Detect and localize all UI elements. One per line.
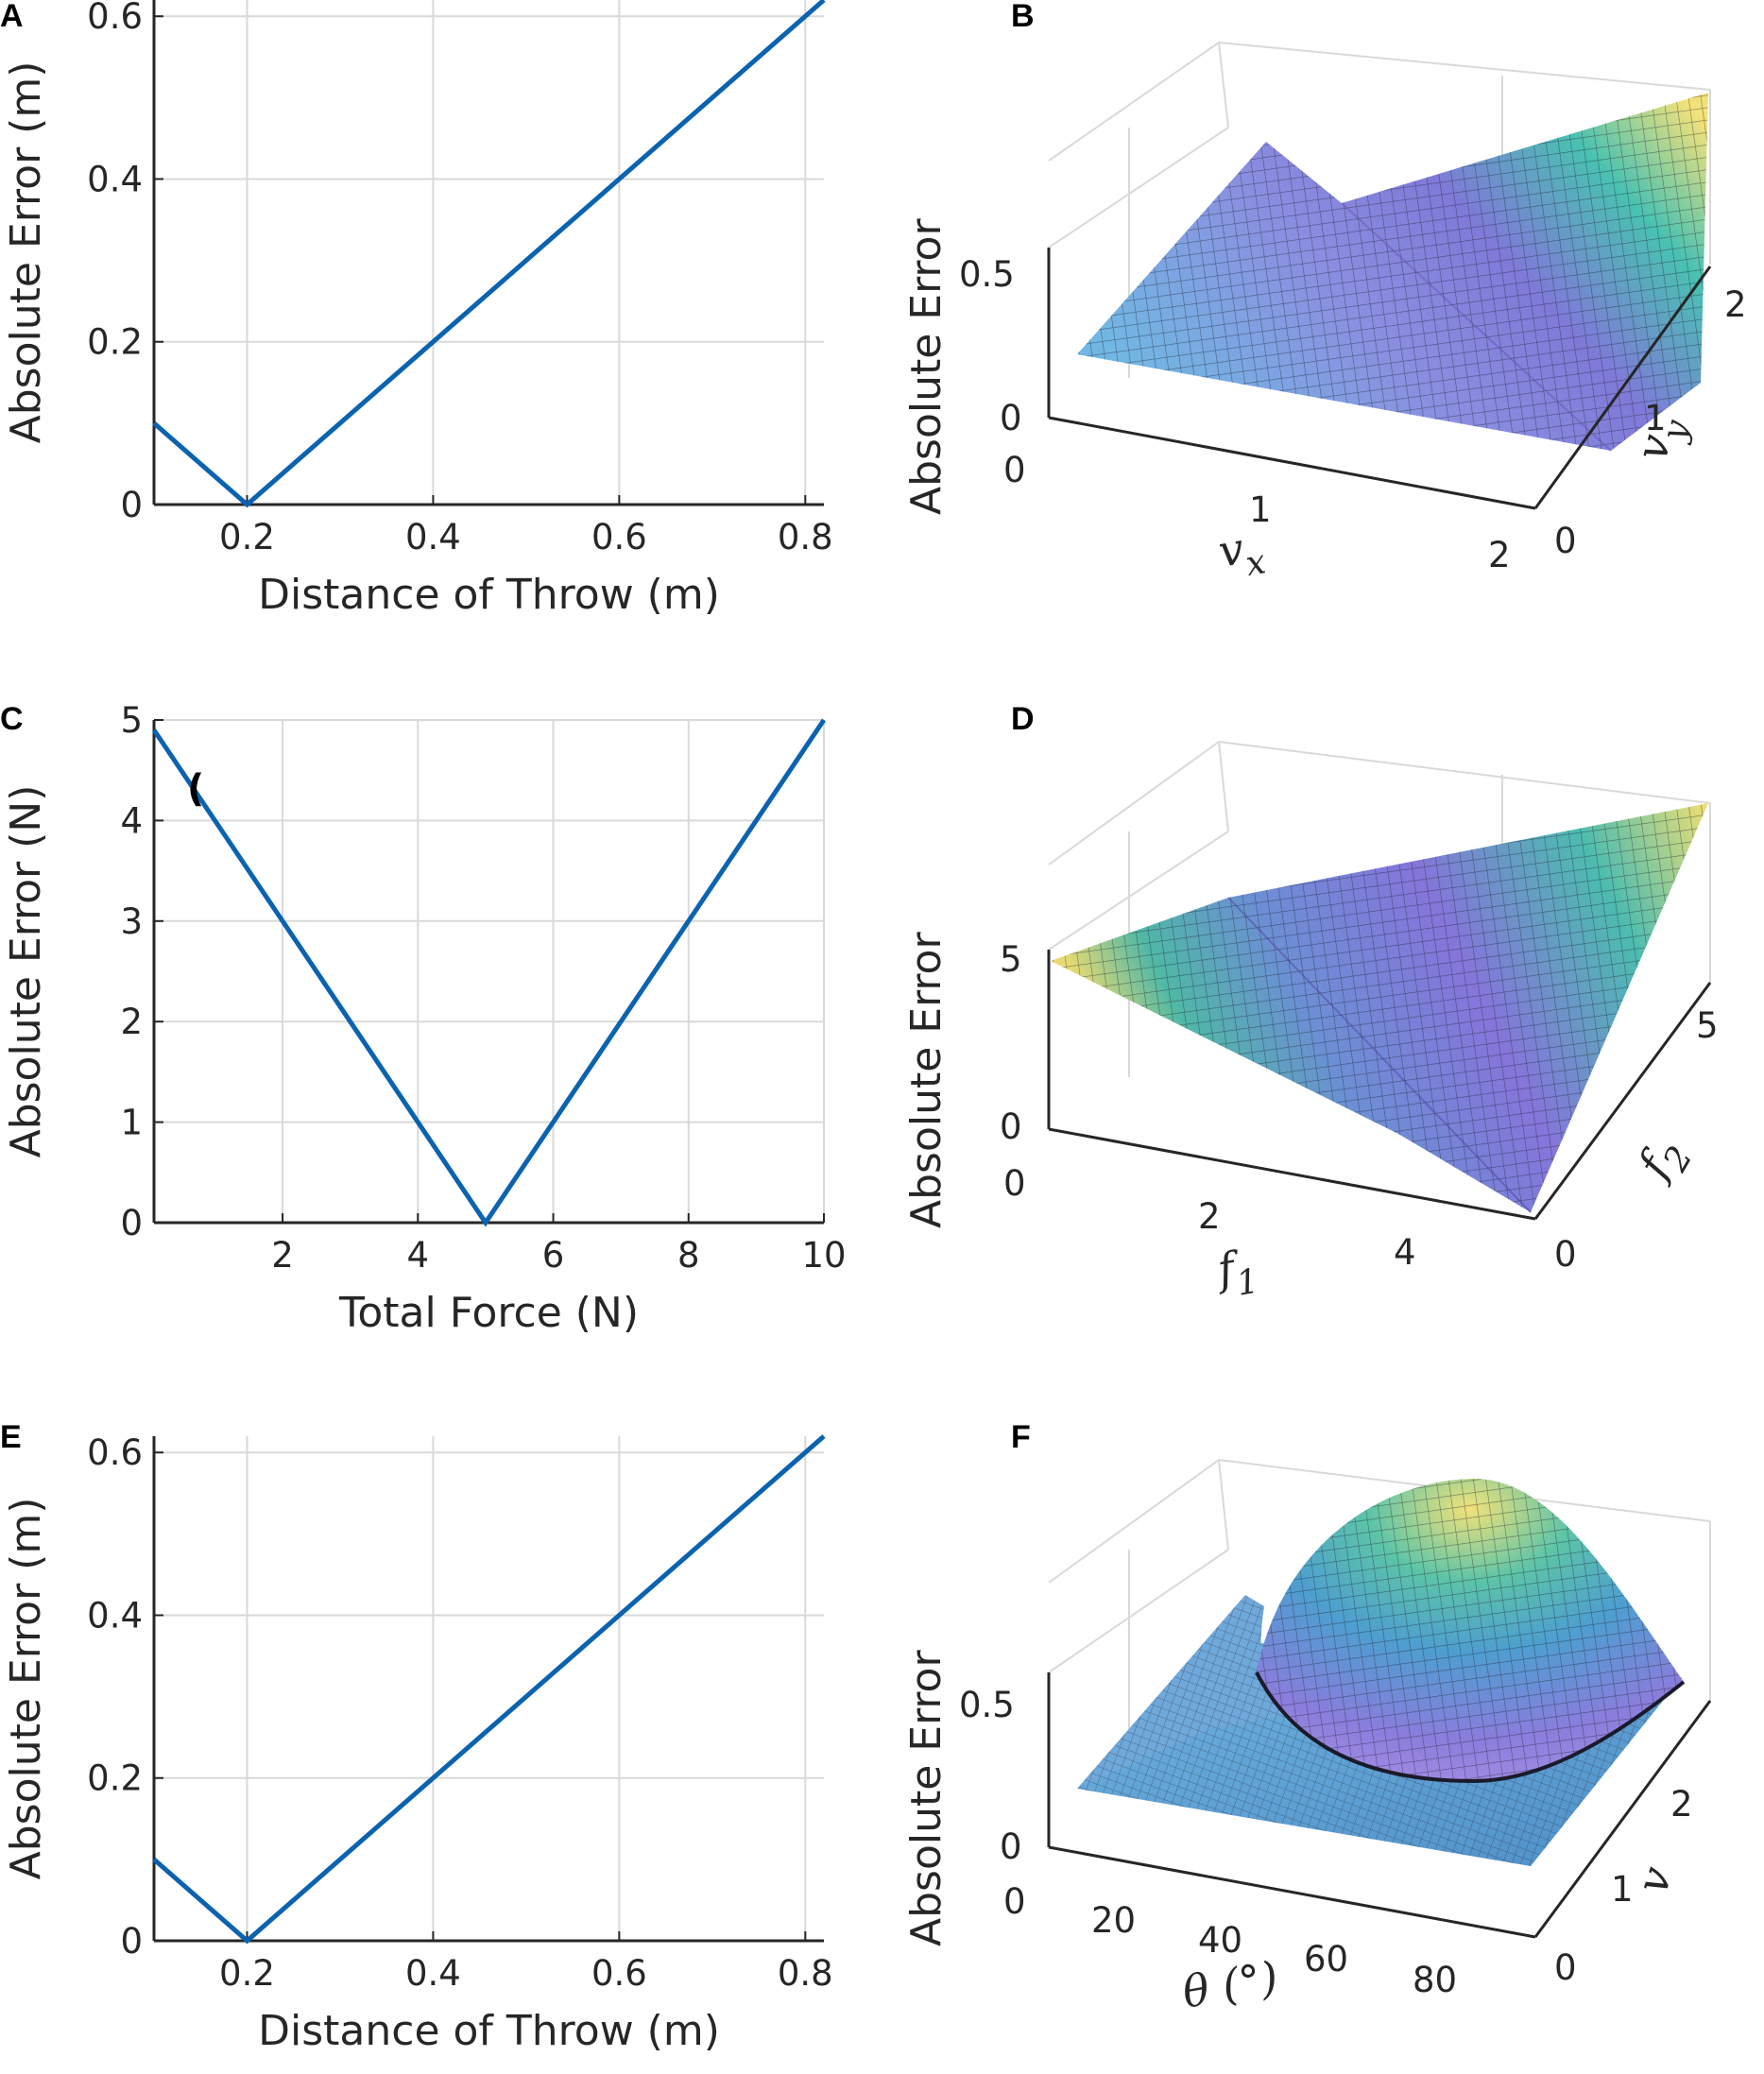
surface-dome-mesh-f — [1257, 1479, 1684, 1781]
zlabel-b: Absolute Error — [902, 218, 951, 515]
xtick-f-4: 80 — [1413, 1960, 1457, 2000]
xtick-label-a-2: 0.6 — [591, 517, 647, 557]
panel-letter-b: B — [1011, 0, 1035, 34]
ytick-label-c-5: 5 — [120, 700, 143, 741]
ylabel-f: v — [1626, 1860, 1682, 1899]
surface-mesh-d — [1051, 803, 1708, 1212]
ytick-label-e-2: 0.4 — [87, 1595, 143, 1636]
panel-letter-a: A — [0, 0, 24, 34]
ytick-label-c-1: 1 — [120, 1103, 143, 1143]
xtick-label-c-2: 6 — [542, 1235, 565, 1276]
axis-x-d — [1048, 1127, 1536, 1221]
series-line-e-0 — [152, 1434, 826, 1945]
xtick-label-a-3: 0.8 — [778, 517, 833, 557]
xtick-b-1: 1 — [1249, 489, 1272, 530]
chart-c: 2 4 6 8 10 0 1 2 3 4 5 Total Force (N) Absolute Erro… — [2, 700, 847, 1337]
ytick-label-e-1: 0.2 — [87, 1758, 143, 1799]
ytick-label-c-0: 0 — [120, 1203, 143, 1243]
xtick-label-e-2: 0.6 — [591, 1953, 647, 1994]
panel-letter-c: C — [0, 701, 24, 737]
surface-fold-d — [1227, 897, 1532, 1213]
xtick-label-a-0: 0.2 — [219, 517, 275, 557]
series-line-a-0 — [152, 0, 826, 508]
ytick-label-e-3: 0.6 — [87, 1432, 143, 1473]
xlabel-f: θ (°) — [1179, 1951, 1282, 2018]
zlabel-d: Absolute Error — [902, 932, 951, 1228]
ztick-b-0: 0 — [1000, 398, 1022, 438]
xtick-label-c-4: 10 — [801, 1235, 846, 1276]
xlabel-e: Distance of Throw (m) — [258, 2007, 720, 2055]
ytick-f-0: 0 — [1554, 1947, 1577, 1988]
surface-plot-d: 0 5 0 2 4 0 5 Absolute Error f1 f2 — [902, 741, 1719, 1307]
surface-mesh-b — [1077, 93, 1708, 451]
ytick-label-a-2: 0.4 — [87, 159, 143, 199]
chart-a: 0.2 0.4 0.6 0.8 0 0.2 0.4 0.6 Distance of Throw … — [2, 0, 833, 619]
xtick-b-2: 2 — [1488, 535, 1511, 575]
surface-dome-rim-f — [1255, 1671, 1686, 1784]
xtick-label-c-1: 4 — [407, 1235, 430, 1276]
ytick-label-c-2: 2 — [120, 1002, 143, 1042]
ytick-f-1: 1 — [1611, 1869, 1634, 1910]
ytick-d-0: 0 — [1554, 1234, 1577, 1275]
surface-plot-b: 0 0.5 0 1 2 0 1 2 Absolute Error vx vy — [902, 42, 1747, 584]
stray-mark: ( — [187, 767, 204, 811]
xtick-d-1: 2 — [1198, 1196, 1221, 1237]
axis-y-f — [1533, 1700, 1712, 1938]
ytick-label-c-4: 4 — [120, 800, 143, 841]
series-line-c-0 — [151, 718, 827, 1227]
xtick-b-0: 0 — [1003, 450, 1026, 490]
ylabel-a: Absolute Error (m) — [2, 61, 50, 444]
ztick-d-1: 5 — [1000, 939, 1022, 980]
xtick-label-e-1: 0.4 — [405, 1953, 461, 1994]
xtick-f-2: 40 — [1198, 1920, 1242, 1961]
xlabel-d-sub: 1 — [1234, 1261, 1262, 1303]
ytick-label-a-1: 0.2 — [87, 322, 143, 363]
xtick-f-1: 20 — [1091, 1900, 1136, 1941]
xtick-label-a-1: 0.4 — [405, 517, 461, 557]
xlabel-a: Distance of Throw (m) — [258, 571, 720, 619]
ytick-label-a-0: 0 — [120, 485, 143, 525]
ylabel-c: Absolute Error (N) — [2, 785, 50, 1158]
ztick-f-1: 0.5 — [959, 1685, 1015, 1725]
ytick-d-1: 5 — [1696, 1005, 1719, 1046]
surface-plot-f: 0 0.5 0 20 40 60 80 0 1 2 Absolute Error… — [902, 1459, 1712, 2018]
ztick-f-0: 0 — [1000, 1826, 1022, 1867]
axis-x-f — [1048, 1845, 1536, 1939]
ytick-label-a-3: 0.6 — [87, 0, 143, 37]
xtick-f-3: 60 — [1304, 1939, 1348, 1980]
chart-e: 0.2 0.4 0.6 0.8 0 0.2 0.4 0.6 Distance of Throw … — [2, 1432, 833, 2055]
panel-letter-d: D — [1011, 701, 1035, 737]
xtick-label-c-3: 8 — [677, 1235, 700, 1276]
axis-x-b — [1048, 416, 1536, 510]
xlabel-b-sub: x — [1242, 542, 1268, 584]
ytick-b-1: 1 — [1644, 398, 1667, 438]
xtick-d-2: 4 — [1394, 1232, 1416, 1273]
ytick-b-2: 2 — [1724, 284, 1747, 325]
axis-y-d — [1533, 982, 1712, 1220]
ytick-label-c-3: 3 — [120, 901, 143, 942]
ytick-label-e-0: 0 — [120, 1921, 143, 1962]
xlabel-d: f1 — [1211, 1239, 1262, 1307]
ztick-b-1: 0.5 — [959, 254, 1015, 295]
ylabel-d: f2 — [1626, 1128, 1701, 1194]
panel-letter-f: F — [1011, 1419, 1031, 1455]
ytick-f-2: 2 — [1670, 1784, 1693, 1825]
axis-y-b — [1533, 266, 1712, 509]
surface-fold-b — [1341, 202, 1612, 452]
ztick-d-0: 0 — [1000, 1106, 1022, 1147]
xtick-label-e-3: 0.8 — [778, 1953, 833, 1994]
xtick-f-0: 0 — [1003, 1881, 1026, 1922]
panel-letter-e: E — [0, 1419, 22, 1455]
surface-ridge-mesh-f — [1077, 1595, 1285, 1789]
xtick-label-e-0: 0.2 — [219, 1953, 275, 1994]
xlabel-c: Total Force (N) — [338, 1289, 639, 1337]
zlabel-f: Absolute Error — [902, 1650, 951, 1946]
ytick-b-0: 0 — [1554, 521, 1577, 561]
xtick-label-c-0: 2 — [271, 1235, 294, 1276]
xtick-d-0: 0 — [1003, 1163, 1026, 1204]
ylabel-e: Absolute Error (m) — [2, 1498, 50, 1880]
